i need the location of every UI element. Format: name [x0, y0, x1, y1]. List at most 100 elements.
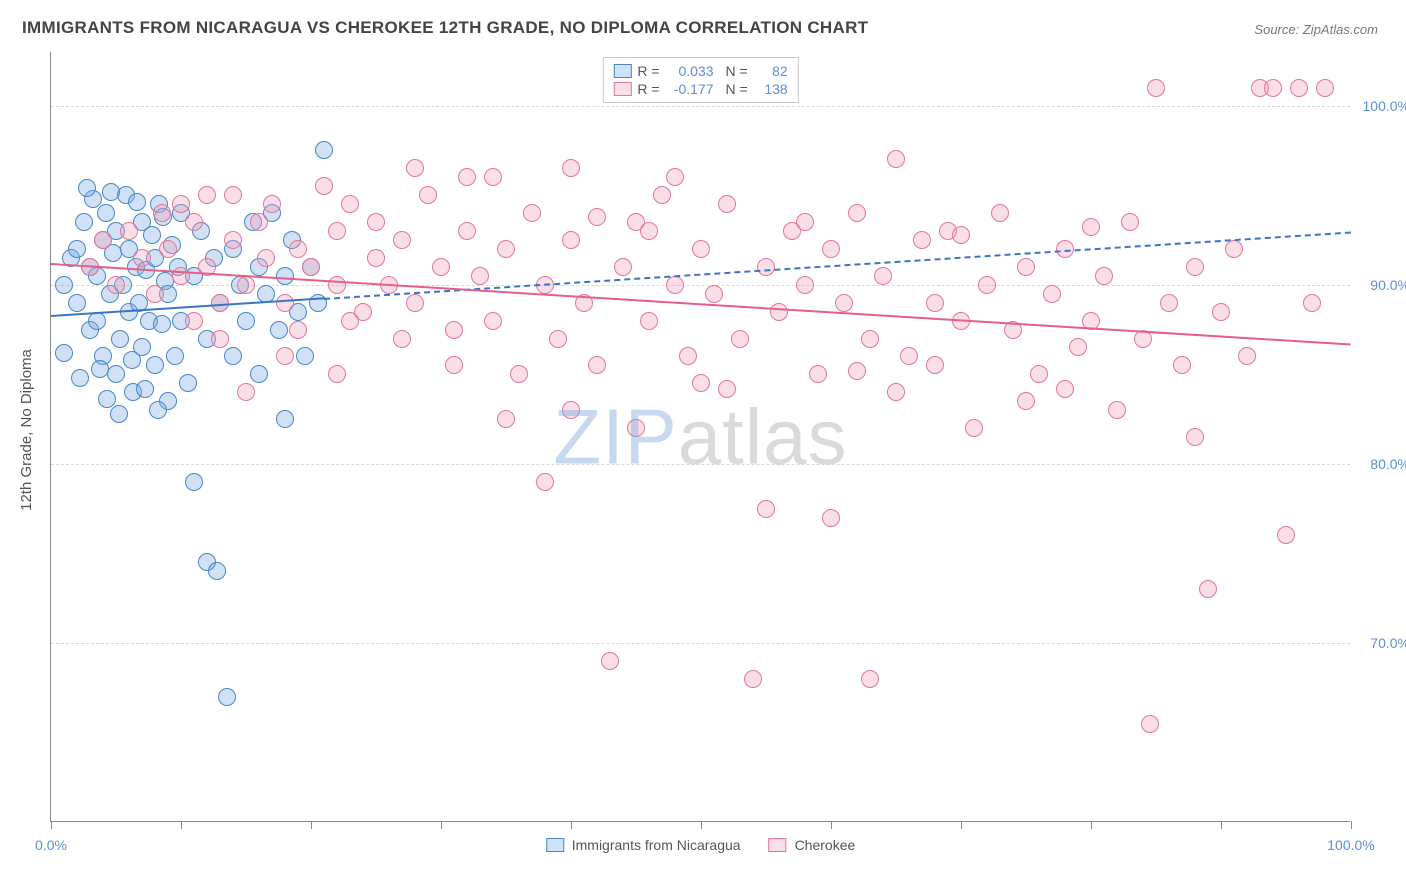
chart-title: IMMIGRANTS FROM NICARAGUA VS CHEROKEE 12… — [22, 18, 868, 38]
data-point — [102, 183, 120, 201]
data-point — [153, 315, 171, 333]
data-point — [900, 347, 918, 365]
data-point — [679, 347, 697, 365]
data-point — [471, 267, 489, 285]
data-point — [510, 365, 528, 383]
data-point — [107, 276, 125, 294]
r-label: R = — [637, 63, 659, 79]
data-point — [185, 312, 203, 330]
data-point — [1069, 338, 1087, 356]
data-point — [614, 258, 632, 276]
data-point — [861, 330, 879, 348]
data-point — [991, 204, 1009, 222]
data-point — [523, 204, 541, 222]
source-label: Source: — [1254, 22, 1299, 37]
x-tick — [1221, 821, 1222, 829]
trend-line — [51, 263, 1351, 346]
data-point — [224, 347, 242, 365]
y-axis-title: 12th Grade, No Diploma — [18, 349, 35, 511]
data-point — [1173, 356, 1191, 374]
legend-item: Cherokee — [769, 837, 856, 853]
data-point — [1108, 401, 1126, 419]
data-point — [94, 231, 112, 249]
data-point — [718, 380, 736, 398]
data-point — [393, 231, 411, 249]
legend-row: R =0.033N =82 — [613, 62, 787, 80]
data-point — [822, 509, 840, 527]
data-point — [302, 258, 320, 276]
data-point — [887, 150, 905, 168]
plot-area: ZIPatlas R =0.033N =82R =-0.177N =138 Im… — [50, 52, 1350, 822]
data-point — [1212, 303, 1230, 321]
watermark-atlas: atlas — [678, 392, 848, 480]
data-point — [211, 330, 229, 348]
y-tick-label: 90.0% — [1370, 277, 1406, 293]
y-tick-label: 100.0% — [1363, 98, 1406, 114]
x-tick — [1091, 821, 1092, 829]
data-point — [458, 168, 476, 186]
data-point — [1264, 79, 1282, 97]
data-point — [796, 213, 814, 231]
gridline — [51, 464, 1350, 465]
data-point — [276, 410, 294, 428]
data-point — [1303, 294, 1321, 312]
data-point — [913, 231, 931, 249]
data-point — [146, 356, 164, 374]
data-point — [562, 401, 580, 419]
data-point — [270, 321, 288, 339]
data-point — [341, 195, 359, 213]
data-point — [97, 204, 115, 222]
data-point — [458, 222, 476, 240]
data-point — [1238, 347, 1256, 365]
data-point — [549, 330, 567, 348]
data-point — [1316, 79, 1334, 97]
data-point — [75, 213, 93, 231]
r-value: 0.033 — [666, 63, 714, 79]
data-point — [978, 276, 996, 294]
data-point — [692, 240, 710, 258]
data-point — [263, 195, 281, 213]
data-point — [744, 670, 762, 688]
data-point — [289, 240, 307, 258]
data-point — [185, 473, 203, 491]
data-point — [237, 312, 255, 330]
data-point — [276, 347, 294, 365]
data-point — [484, 312, 502, 330]
watermark: ZIPatlas — [553, 391, 847, 482]
data-point — [536, 473, 554, 491]
data-point — [692, 374, 710, 392]
data-point — [588, 208, 606, 226]
data-point — [1017, 258, 1035, 276]
data-point — [224, 231, 242, 249]
data-point — [887, 383, 905, 401]
data-point — [289, 321, 307, 339]
legend-swatch — [613, 64, 631, 78]
data-point — [143, 226, 161, 244]
series-legend: Immigrants from NicaraguaCherokee — [546, 837, 856, 853]
data-point — [185, 213, 203, 231]
data-point — [731, 330, 749, 348]
data-point — [68, 294, 86, 312]
data-point — [1277, 526, 1295, 544]
data-point — [257, 249, 275, 267]
data-point — [123, 351, 141, 369]
data-point — [1121, 213, 1139, 231]
data-point — [128, 193, 146, 211]
data-point — [78, 179, 96, 197]
data-point — [107, 365, 125, 383]
data-point — [497, 410, 515, 428]
data-point — [666, 276, 684, 294]
data-point — [770, 303, 788, 321]
data-point — [445, 356, 463, 374]
data-point — [809, 365, 827, 383]
gridline — [51, 106, 1350, 107]
data-point — [237, 383, 255, 401]
data-point — [588, 356, 606, 374]
data-point — [1141, 715, 1159, 733]
data-point — [179, 374, 197, 392]
data-point — [445, 321, 463, 339]
source-credit: Source: ZipAtlas.com — [1254, 22, 1378, 37]
y-tick-label: 80.0% — [1370, 456, 1406, 472]
data-point — [367, 249, 385, 267]
data-point — [757, 500, 775, 518]
